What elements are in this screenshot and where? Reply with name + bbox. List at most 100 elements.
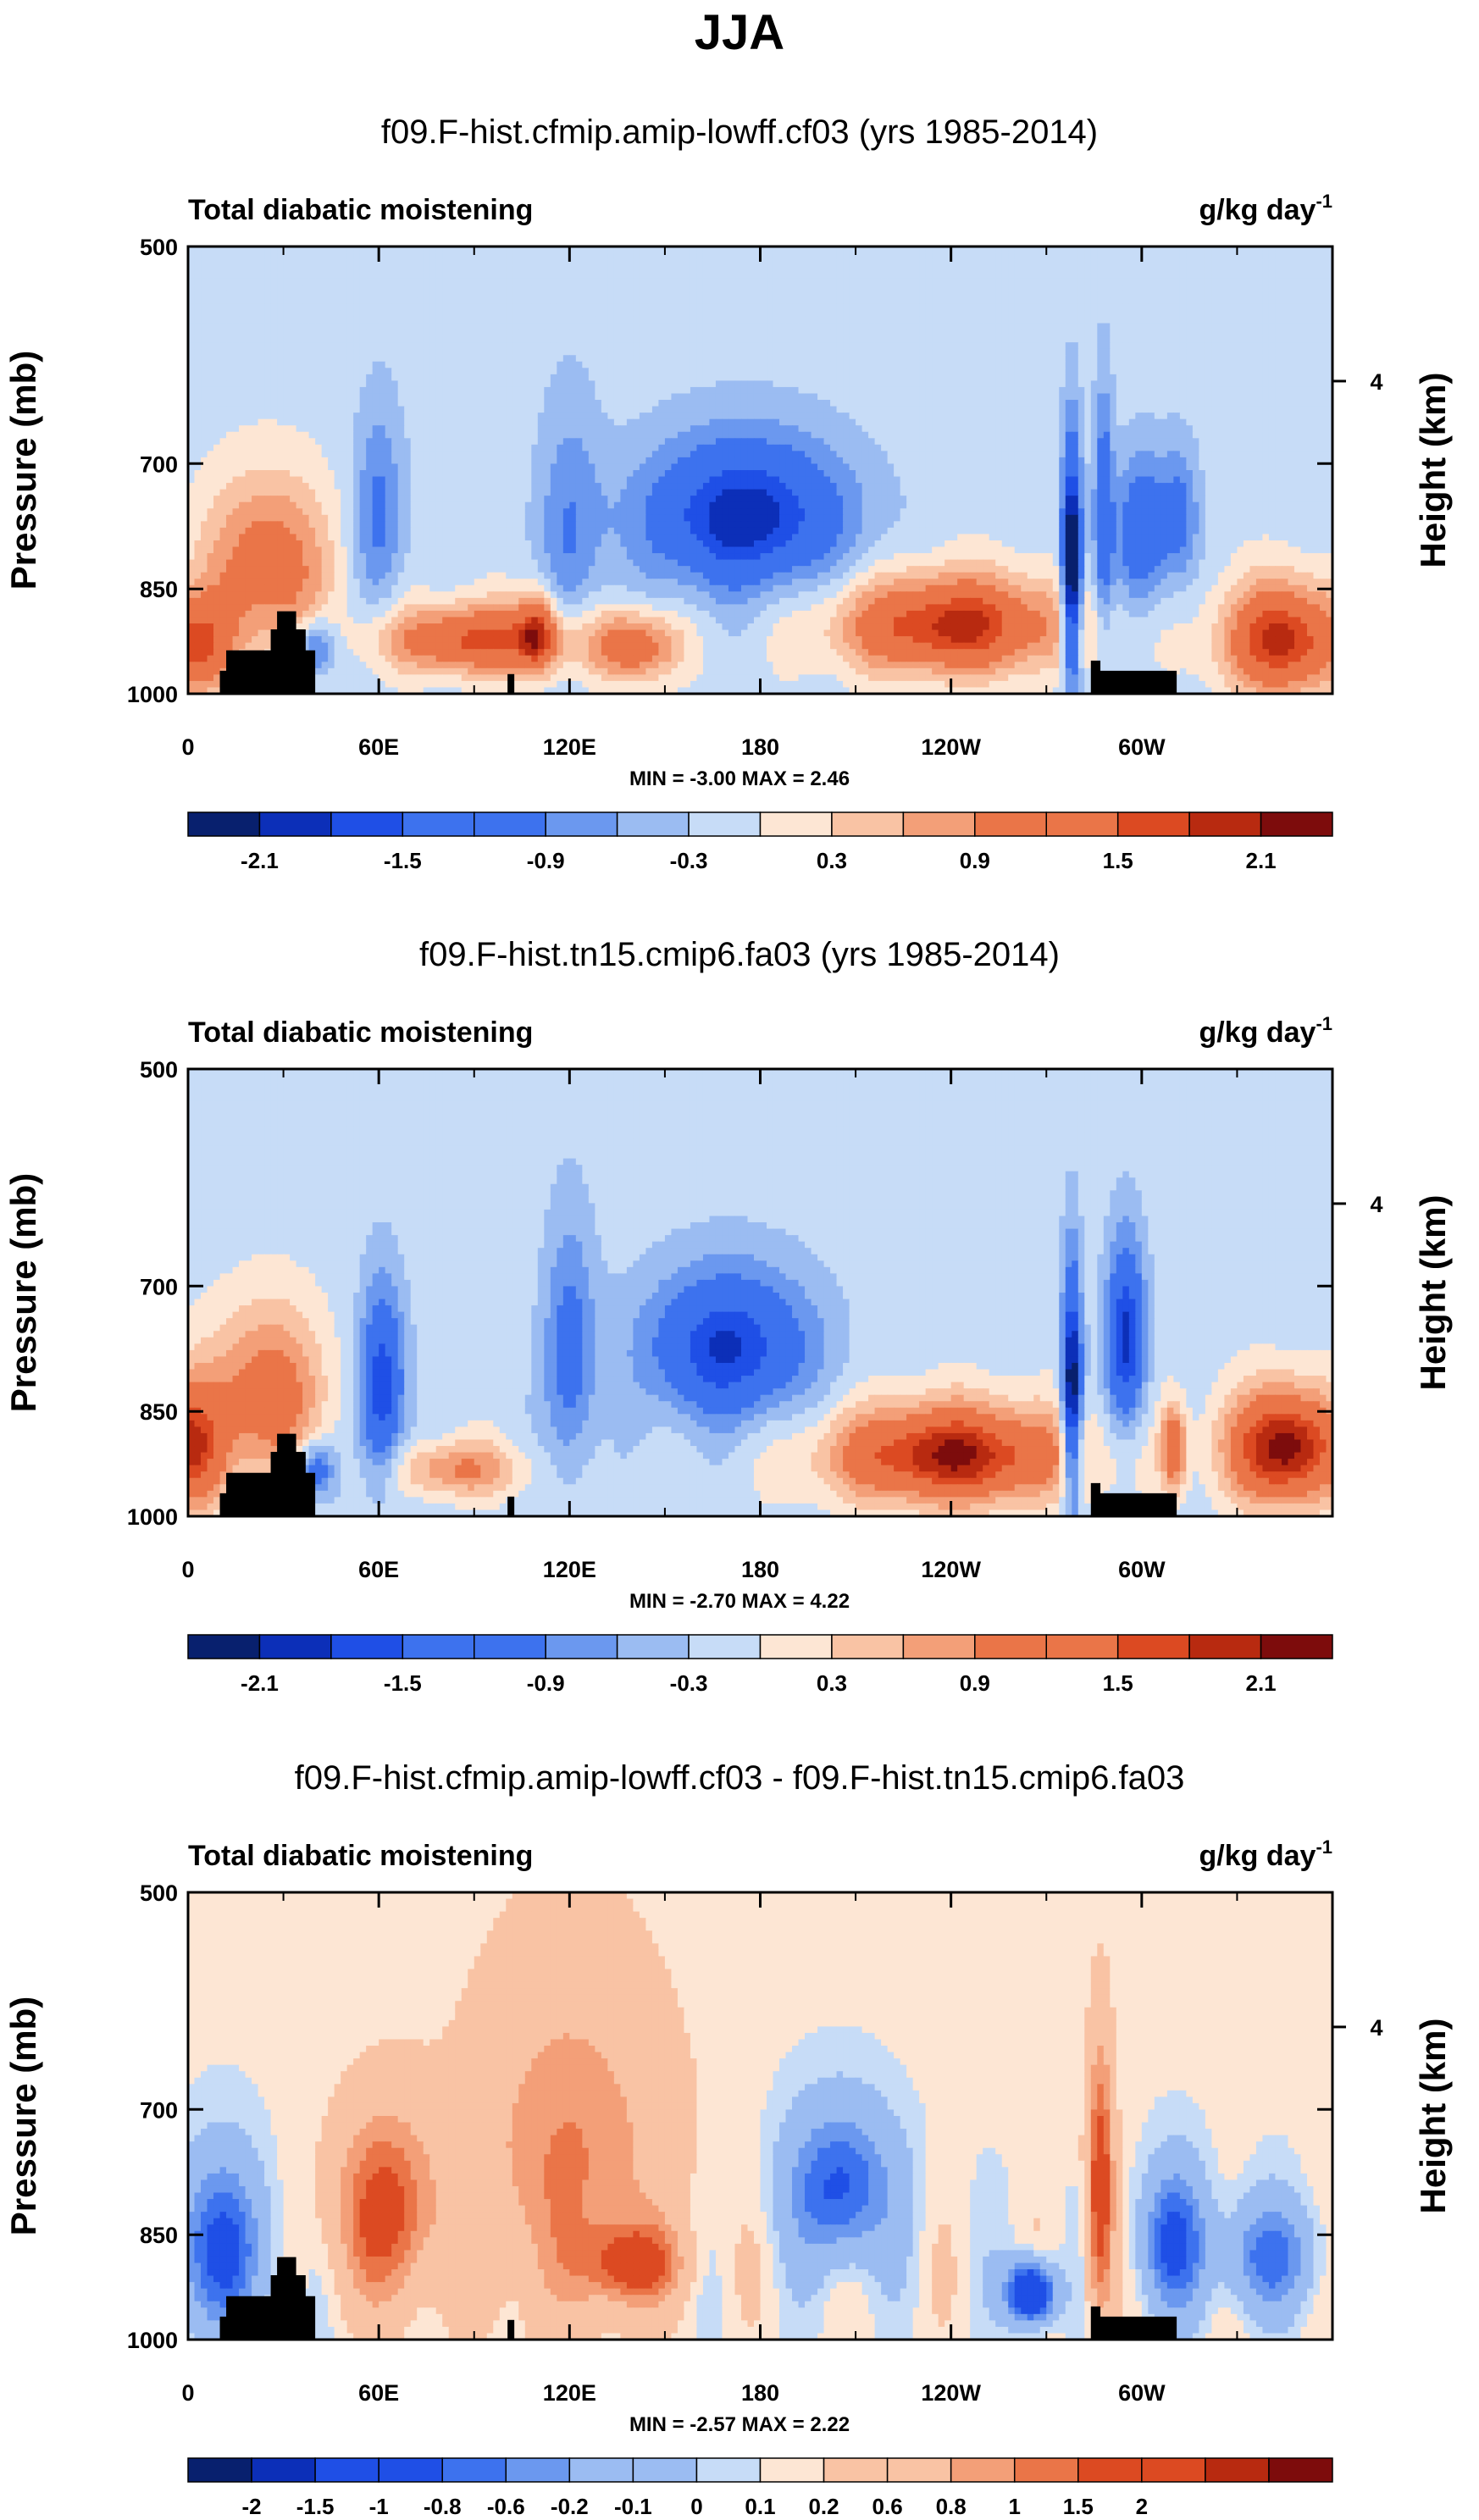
contour-cell (398, 291, 405, 298)
contour-cell (506, 279, 512, 285)
contour-cell (741, 272, 748, 279)
contour-cell (252, 253, 258, 260)
contour-cell (474, 279, 481, 285)
contour-cell (964, 279, 971, 285)
contour-cell (480, 253, 487, 260)
contour-cell (1021, 253, 1028, 260)
contour-cell (595, 291, 601, 298)
contour-cell (582, 272, 589, 279)
contour-cell (296, 279, 303, 285)
contour-cell (246, 272, 252, 279)
contour-cell (385, 291, 392, 298)
contour-cell (684, 266, 690, 273)
contour-cell (322, 266, 329, 273)
contour-cell (830, 291, 837, 298)
contour-cell (208, 285, 214, 291)
contour-cell (284, 285, 291, 291)
contour-cell (391, 279, 398, 285)
contour-cell (1008, 272, 1015, 279)
contour-cell (906, 259, 913, 266)
contour-cell (531, 279, 538, 285)
contour-cell (341, 272, 347, 279)
contour-cell (589, 266, 595, 273)
contour-cell (398, 253, 405, 260)
contour-cell (1078, 272, 1085, 279)
contour-cell (919, 279, 926, 285)
contour-cell (601, 259, 608, 266)
contour-cell (919, 272, 926, 279)
contour-cell (652, 272, 659, 279)
contour-cell (1091, 279, 1098, 285)
contour-cell (493, 259, 500, 266)
contour-cell (468, 279, 474, 285)
contour-cell (906, 272, 913, 279)
contour-cell (538, 272, 545, 279)
contour-cell (881, 285, 888, 291)
contour-cell (716, 279, 723, 285)
contour-cell (493, 272, 500, 279)
contour-cell (487, 259, 494, 266)
contour-cell (888, 266, 895, 273)
contour-cell (805, 285, 812, 291)
contour-cell (366, 279, 373, 285)
contour-cell (1320, 279, 1327, 285)
contour-cell (779, 259, 786, 266)
contour-cell (640, 266, 646, 273)
contour-cell (226, 253, 233, 260)
contour-cell (424, 291, 430, 298)
contour-cell (1205, 285, 1212, 291)
contour-cell (983, 279, 989, 285)
contour-cell (1066, 285, 1072, 291)
contour-cell (640, 253, 646, 260)
contour-cell (557, 291, 563, 298)
contour-cell (213, 266, 220, 273)
contour-cell (957, 285, 964, 291)
contour-cell (563, 272, 570, 279)
contour-cell (620, 279, 627, 285)
contour-cell (1008, 285, 1015, 291)
contour-cell (614, 285, 621, 291)
contour-cell (951, 266, 958, 273)
contour-cell (1224, 279, 1231, 285)
contour-cell (271, 272, 278, 279)
contour-cell (792, 259, 799, 266)
contour-cell (1224, 266, 1231, 273)
contour-cell (360, 291, 367, 298)
contour-cell (582, 285, 589, 291)
contour-cell (302, 291, 309, 298)
contour-cell (684, 272, 690, 279)
contour-cell (302, 266, 309, 273)
contour-cell (786, 272, 793, 279)
contour-cell (1040, 285, 1047, 291)
contour-cell (792, 272, 799, 279)
contour-cell (366, 285, 373, 291)
contour-cell (894, 266, 900, 273)
contour-cell (850, 291, 856, 298)
contour-cell (741, 259, 748, 266)
contour-cell (817, 253, 824, 260)
contour-cell (709, 259, 716, 266)
contour-cell (582, 259, 589, 266)
contour-cell (1129, 266, 1136, 273)
contour-cell (290, 272, 296, 279)
contour-cell (551, 291, 557, 298)
contour-cell (1275, 285, 1282, 291)
contour-cell (1091, 272, 1098, 279)
contour-cell (1078, 266, 1085, 273)
contour-cell (335, 285, 341, 291)
contour-cell (258, 272, 265, 279)
contour-cell (939, 272, 945, 279)
contour-cell (957, 253, 964, 260)
contour-cell (398, 285, 405, 291)
contour-cell (582, 253, 589, 260)
contour-cell (411, 253, 418, 260)
contour-cell (284, 259, 291, 266)
contour-cell (741, 253, 748, 260)
contour-cell (709, 291, 716, 298)
contour-cell (195, 253, 202, 260)
contour-cell (722, 272, 728, 279)
contour-cell (817, 259, 824, 266)
contour-cell (1033, 285, 1040, 291)
contour-cell (951, 279, 958, 285)
contour-cell (734, 259, 741, 266)
